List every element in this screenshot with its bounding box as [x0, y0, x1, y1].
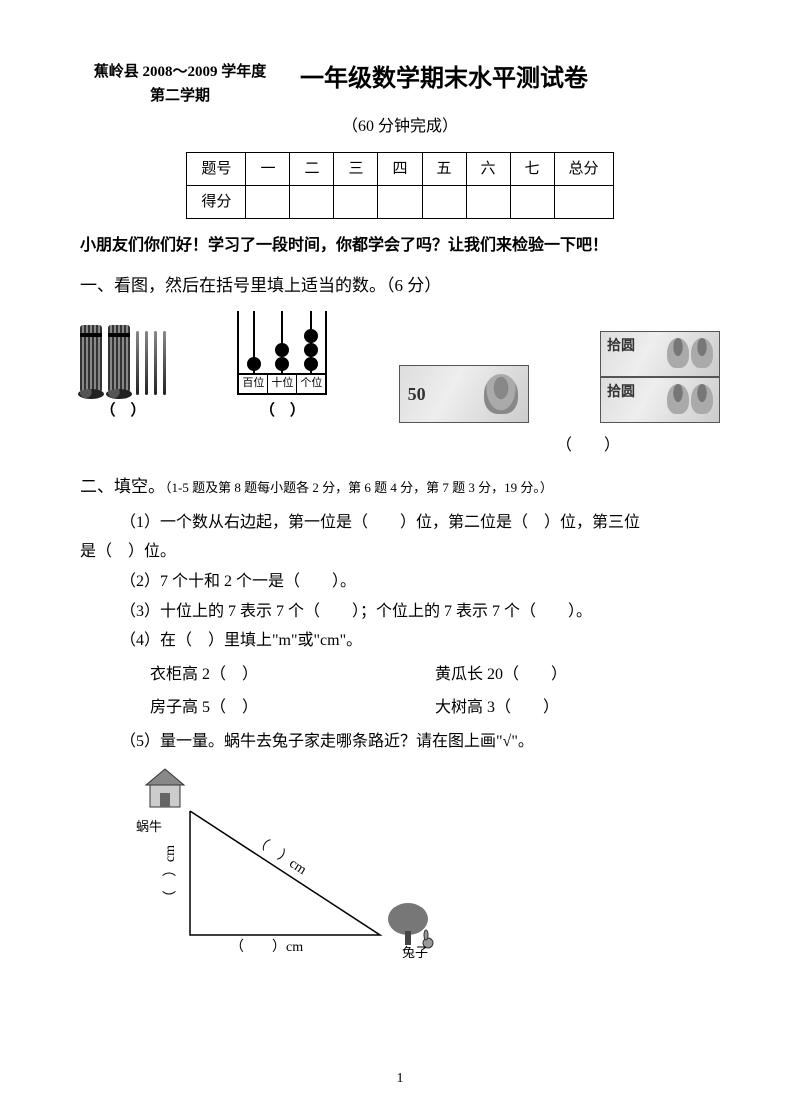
bill-10-denom: 拾圆: [607, 382, 635, 404]
sticks-icon: [80, 325, 166, 395]
q4c: 房子高 5（ ）: [150, 695, 435, 721]
images-row: （ ） 百位 十位 个位 （ ） 50 拾圆: [80, 311, 720, 423]
cell: [378, 185, 422, 218]
abacus-col-label: 个位: [296, 375, 325, 393]
bracket-1: （ ）: [80, 399, 166, 423]
header-row: 蕉岭县 2008～2009 学年度 第二学期 一年级数学期末水平测试卷: [80, 60, 720, 108]
cm-base: （ ）cm: [230, 937, 303, 959]
score-table: 题号 一 二 三 四 五 六 七 总分 得分: [186, 152, 613, 219]
bill-50-denom: 50: [408, 380, 426, 409]
q3: （3）十位上的 7 表示 7 个（ ）；个位上的 7 表示 7 个（ ）。: [120, 599, 720, 625]
cell: [466, 185, 510, 218]
sticks-group: （ ）: [80, 325, 166, 423]
bill-50-icon: 50: [399, 365, 529, 423]
money-bracket: （ ）: [556, 433, 620, 459]
section2-title: 二、填空。（1-5 题及第 8 题每小题各 2 分，第 6 题 4 分，第 7 …: [80, 473, 720, 500]
row-label: 得分: [187, 185, 246, 218]
cell: [290, 185, 334, 218]
q4-row1: 衣柜高 2（ ） 黄瓜长 20（ ）: [80, 658, 720, 692]
section2-prefix: 二、填空。: [80, 477, 165, 496]
abacus-col-label: 百位: [239, 375, 267, 393]
q1-line2: 是（ ）位。: [80, 539, 720, 565]
cell: [554, 185, 613, 218]
rabbit-label: 兔子: [402, 943, 428, 964]
abacus-col-label: 十位: [267, 375, 296, 393]
q4: （4）在（ ）里填上"m"或"cm"。: [120, 628, 720, 654]
snail-label: 蜗牛: [136, 817, 162, 838]
bill-10-denom: 拾圆: [607, 336, 635, 358]
table-row: 题号 一 二 三 四 五 六 七 总分: [187, 152, 613, 185]
section2-note: （1-5 题及第 8 题每小题各 2 分，第 6 题 4 分，第 7 题 3 分…: [165, 480, 553, 495]
triangle-diagram: 蜗牛 （ ）cm （ ）cm （ ）cm 兔子: [140, 765, 460, 965]
section1-title: 一、看图，然后在括号里填上适当的数。（6 分）: [80, 272, 720, 299]
th: 三: [334, 152, 378, 185]
cell: [510, 185, 554, 218]
house-icon: [146, 769, 184, 807]
bill-10-icon: 拾圆: [600, 377, 720, 423]
q5: （5）量一量。蜗牛去兔子家走哪条路近？请在图上画"√"。: [120, 729, 720, 755]
th: 二: [290, 152, 334, 185]
cell: [422, 185, 466, 218]
q4b: 黄瓜长 20（ ）: [435, 662, 720, 688]
th: 七: [510, 152, 554, 185]
county-line2: 第二学期: [80, 84, 280, 108]
intro-text: 小朋友们你们好！学习了一段时间，你都学会了吗？让我们来检验一下吧！: [80, 233, 720, 259]
tree-icon: [388, 903, 433, 948]
th: 四: [378, 152, 422, 185]
cm-vertical: （ ）cm: [160, 845, 182, 904]
cell: [246, 185, 290, 218]
q4-row2: 房子高 5（ ） 大树高 3（ ）: [80, 691, 720, 725]
bracket-2: （ ）: [237, 399, 327, 423]
bill-10-icon: 拾圆: [600, 331, 720, 377]
th: 总分: [554, 152, 613, 185]
page-number: 1: [0, 1068, 800, 1090]
abacus-icon: 百位 十位 个位: [237, 311, 327, 395]
q4d: 大树高 3（ ）: [435, 695, 720, 721]
th: 一: [246, 152, 290, 185]
cell: [334, 185, 378, 218]
q2: （2）7 个十和 2 个一是（ ）。: [120, 569, 720, 595]
q4a: 衣柜高 2（ ）: [150, 662, 435, 688]
subtitle: （60 分钟完成）: [80, 114, 720, 140]
header-left: 蕉岭县 2008～2009 学年度 第二学期: [80, 60, 280, 108]
th: 五: [422, 152, 466, 185]
table-row: 得分: [187, 185, 613, 218]
money-10-group: 拾圆 拾圆: [600, 331, 720, 423]
th: 六: [466, 152, 510, 185]
th: 题号: [187, 152, 246, 185]
money-50-group: 50: [399, 365, 529, 423]
q1-line1: （1）一个数从右边起，第一位是（ ）位，第二位是（ ）位，第三位: [120, 510, 720, 536]
abacus-group: 百位 十位 个位 （ ）: [237, 311, 327, 423]
county-line1: 蕉岭县 2008～2009 学年度: [80, 60, 280, 84]
main-title: 一年级数学期末水平测试卷: [300, 60, 588, 98]
